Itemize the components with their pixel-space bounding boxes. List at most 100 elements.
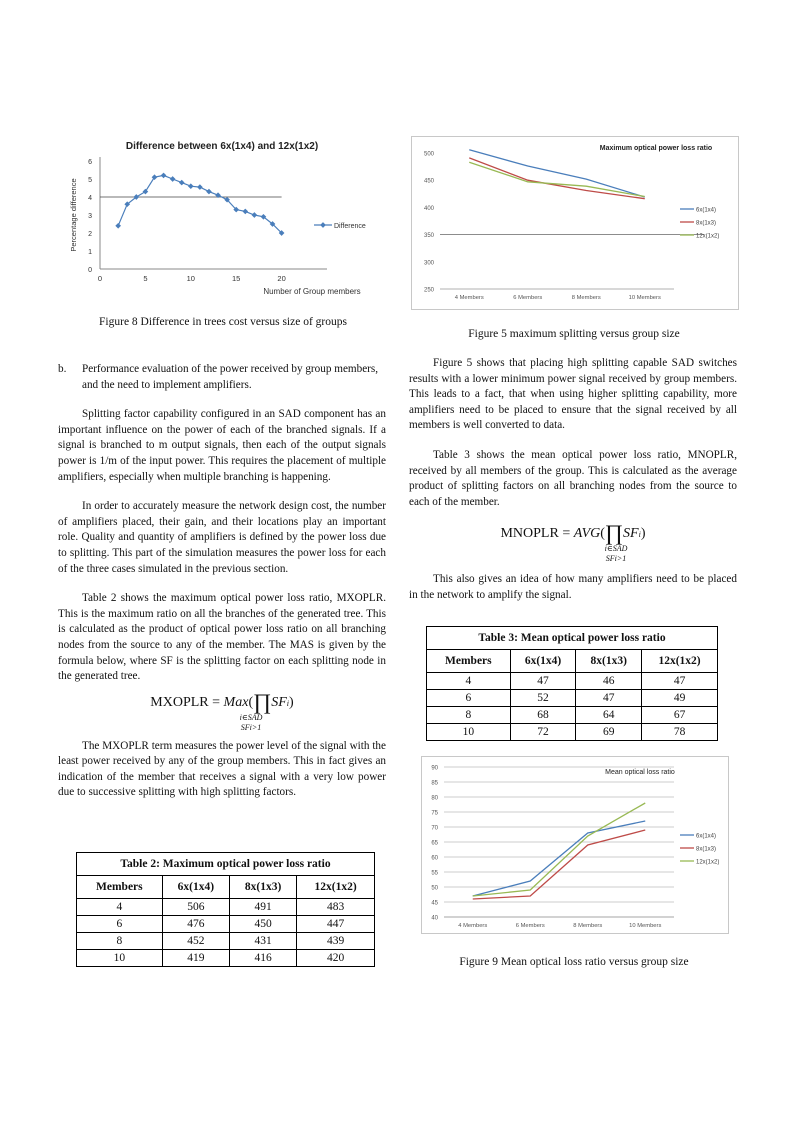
table-cell: 6 [426,689,511,707]
y-tick-label: 45 [431,901,438,907]
table-cell: 4 [76,898,163,916]
table-cell: 452 [161,932,230,950]
series-line-1 [472,829,646,900]
x-tick-label: 0 [98,274,102,283]
table-cell: 69 [575,723,643,741]
table-3-header: 12x(1x2) [641,649,718,673]
series-line-0 [469,149,645,198]
data-point [251,212,258,218]
table-2-header: 8x(1x3) [228,875,298,899]
table-cell: 447 [296,915,375,933]
paragraph-splitting-factor: Splitting factor capability configured i… [58,408,386,483]
list-marker: b. [58,363,67,375]
table-3-header: 8x(1x3) [575,649,643,673]
paragraph-table3-intro: Table 3 shows the mean optical power los… [409,448,737,508]
x-tick-label: 10 Members [629,923,661,929]
table-cell: 47 [641,672,718,690]
figure-8-caption: Figure 8 Difference in trees cost versus… [99,316,347,328]
x-tick-label: 4 Members [458,923,487,929]
y-axis-label: Percentage difference [69,178,78,251]
table-cell: 8 [76,932,163,950]
y-tick-label: 300 [424,260,435,266]
table-cell: 47 [509,672,577,690]
table-cell: 419 [161,949,230,967]
table-cell: 72 [509,723,577,741]
data-point [278,230,285,236]
data-point [233,206,240,213]
y-tick-label: 350 [424,233,435,239]
legend-label: 8x(1x3) [696,847,716,853]
data-point [206,188,212,195]
paragraph-table2-intro: Table 2 shows the maximum optical power … [58,592,386,683]
formula-mxoplr: MXOPLR = Max(∏SFi) i∈SAD SFi>1 [150,688,294,732]
table-cell: 4 [426,672,511,690]
y-tick-label: 60 [431,856,438,862]
table-row: 10 419 416 420 [76,949,375,967]
table-cell: 52 [509,689,577,707]
y-tick-label: 1 [88,249,92,256]
paragraph-network-cost: In order to accurately measure the netwo… [58,500,386,575]
data-point [151,174,158,181]
table-3-header: 6x(1x4) [509,649,577,673]
table-row: 6 52 47 49 [426,689,718,707]
y-tick-label: 3 [88,213,92,220]
y-tick-label: 0 [88,267,92,274]
legend-label: 12x(1x2) [696,234,719,240]
y-tick-label: 450 [424,179,435,185]
table-2-title: Table 2: Maximum optical power loss rati… [76,852,375,876]
legend-label: 6x(1x4) [696,208,716,214]
table-cell: 10 [426,723,511,741]
series-line-difference [117,174,283,234]
table-cell: 10 [76,949,163,967]
table-cell: 450 [228,915,298,933]
table-cell: 420 [296,949,375,967]
table-cell: 49 [641,689,718,707]
formula-function: AVG [573,526,601,542]
y-tick-label: 400 [424,206,435,212]
table-2-header: 6x(1x4) [161,875,230,899]
table-cell: 439 [296,932,375,950]
table-cell: 78 [641,723,718,741]
y-tick-label: 75 [431,811,438,817]
y-tick-label: 5 [88,177,92,184]
series-line-2 [472,802,646,897]
table-row: 6 476 450 447 [76,915,375,933]
table-cell: 68 [509,706,577,724]
list-item-b: b. Performance evaluation of the power r… [58,362,386,393]
y-tick-label: 65 [431,841,438,847]
left-column: b. Performance evaluation of the power r… [58,362,386,801]
x-tick-label: 4 Members [455,295,484,301]
y-tick-label: 2 [88,231,92,238]
y-tick-label: 50 [431,886,438,892]
table-3-title: Table 3: Mean optical power loss ratio [426,626,718,650]
right-column: Figure 5 shows that placing high splitti… [409,356,737,604]
formula-sub-2: SFi>1 [605,554,627,564]
table-row: 4 47 46 47 [426,672,718,690]
table-cell: 46 [575,672,643,690]
data-point [178,179,185,186]
figure-8-svg: Difference between 6x(1x4) and 12x(1x2) 0… [69,141,366,296]
x-tick-label: 15 [232,274,240,283]
table-cell: 491 [228,898,298,916]
table-2-header: Members [76,875,163,899]
y-tick-label: 90 [431,766,438,772]
figure-9-caption: Figure 9 Mean optical loss ratio versus … [459,956,689,968]
data-point [197,184,203,190]
table-cell: 64 [575,706,643,724]
table-2: Table 2: Maximum optical power loss rati… [76,852,375,967]
legend-marker [320,222,326,228]
data-point [242,208,249,215]
table-3-header: Members [426,649,511,673]
y-tick-label: 250 [424,288,435,294]
data-point [169,176,176,182]
formula-lhs: MXOPLR = [150,694,224,710]
table-cell: 416 [228,949,298,967]
paragraph-mxoplr-meaning: The MXOPLR term measures the power level… [58,739,386,799]
table-row: 8 68 64 67 [426,706,718,724]
table-row: 4 506 491 483 [76,898,375,916]
formula-mnoplr: MNOPLR = AVG(∏SFi) i∈SAD SFi>1 [500,520,646,564]
formula-sub-1: i∈SAD [604,544,628,554]
x-tick-label: 8 Members [573,923,602,929]
y-tick-label: 70 [431,826,438,832]
legend-label: Difference [334,223,366,230]
